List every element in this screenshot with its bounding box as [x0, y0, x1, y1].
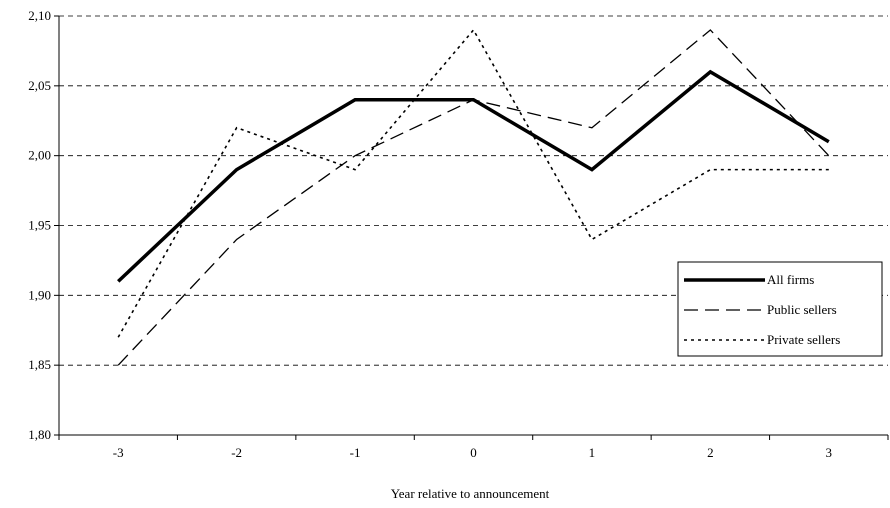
- y-tick-label: 1,85: [28, 357, 51, 372]
- legend-label-public-sellers: Public sellers: [767, 302, 837, 317]
- series-lines: [117, 28, 830, 366]
- y-tick-label: 1,80: [28, 427, 51, 442]
- x-tick-label: 3: [826, 445, 833, 460]
- legend-label-all-firms: All firms: [767, 272, 814, 287]
- x-tick-label: 1: [589, 445, 596, 460]
- gridlines: [59, 15, 888, 366]
- series-line-private-sellers: [117, 28, 829, 338]
- legend: All firms Public sellers Private sellers: [677, 261, 883, 357]
- legend-label-private-sellers: Private sellers: [767, 332, 840, 347]
- x-tick-label: 2: [707, 445, 714, 460]
- y-tick-label: 2,10: [28, 8, 51, 23]
- x-tick-label: -2: [231, 445, 242, 460]
- x-tick-label: -3: [113, 445, 124, 460]
- x-tick-label: 0: [470, 445, 477, 460]
- y-tick-label: 1,95: [28, 218, 51, 233]
- x-axis-title: Year relative to announcement: [391, 486, 550, 501]
- x-tick-label: -1: [350, 445, 361, 460]
- y-tick-label: 1,90: [28, 287, 51, 302]
- x-axis-ticks: -3 -2 -1 0 1 2 3: [58, 435, 889, 460]
- y-tick-label: 2,00: [28, 148, 51, 163]
- y-tick-label: 2,05: [28, 78, 51, 93]
- y-axis-ticks: 1,80 1,85 1,90 1,95 2,00 2,05 2,10: [28, 8, 59, 442]
- series-line-all-firms: [117, 69, 830, 283]
